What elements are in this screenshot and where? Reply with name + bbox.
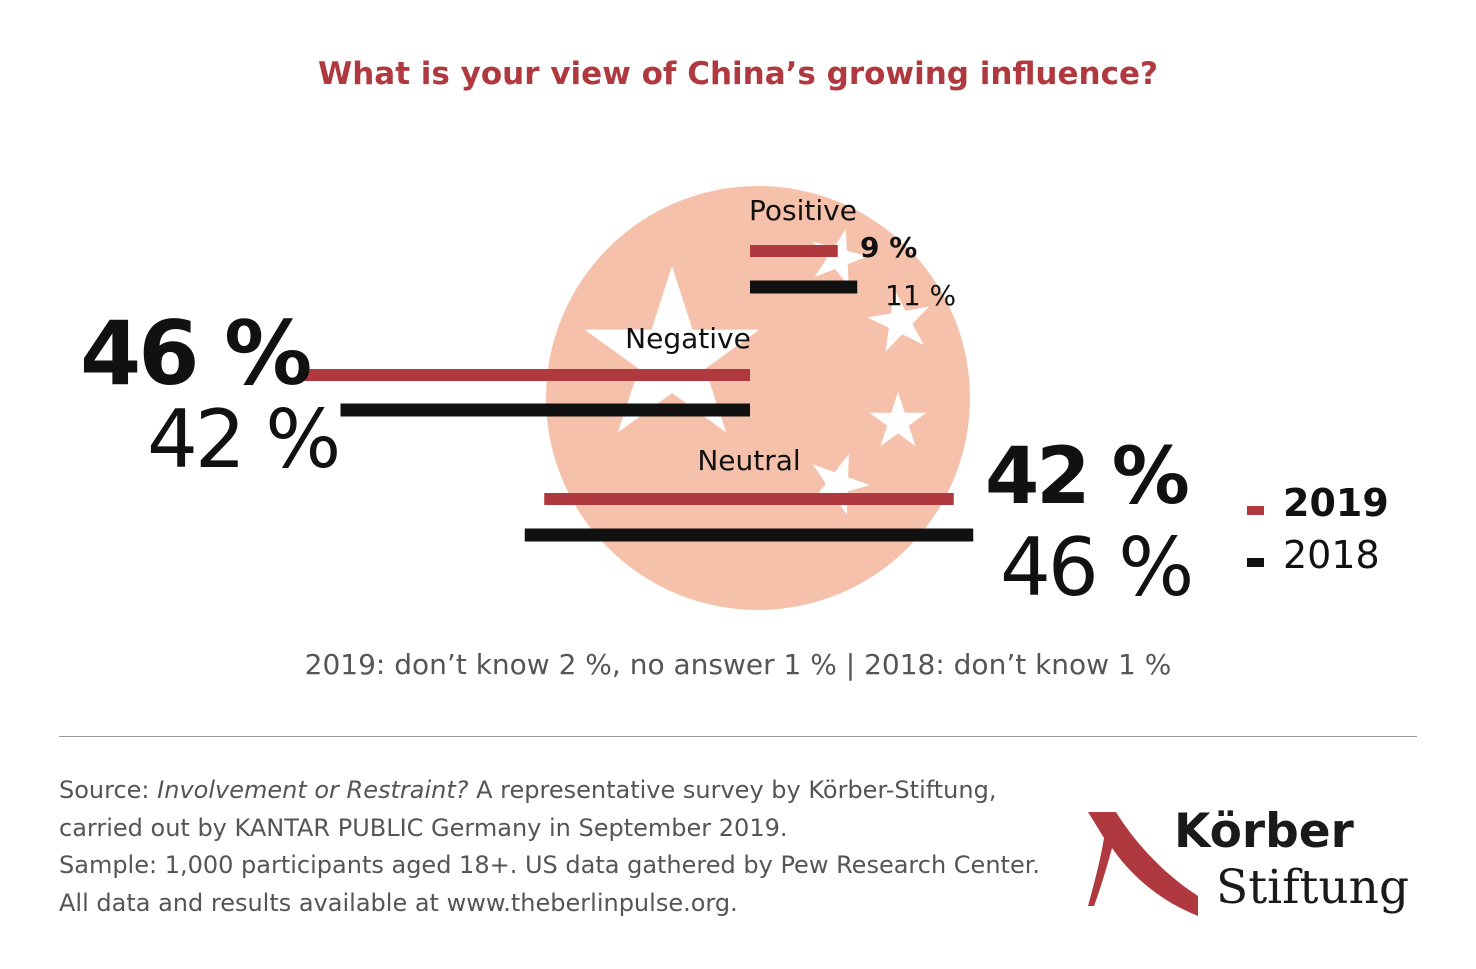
source-line-4: All data and results available at www.th… <box>59 888 738 917</box>
data-label-neutral-2018: 46 % <box>1000 521 1191 614</box>
category-label-negative: Negative <box>625 322 751 355</box>
small-star-icon-3 <box>869 392 927 447</box>
legend-swatch-2019 <box>1247 506 1264 515</box>
source-line-3: Sample: 1,000 participants aged 18+. US … <box>59 851 1040 879</box>
logo-word-koerber: Körber <box>1174 804 1354 859</box>
chart-title: What is your view of China’s growing inf… <box>318 56 1158 92</box>
legend-label-2018: 2018 <box>1283 533 1380 577</box>
dont-know-note: 2019: don’t know 2 %, no answer 1 % | 20… <box>304 648 1172 681</box>
category-label-positive: Positive <box>749 194 857 227</box>
legend-label-2019: 2019 <box>1283 481 1389 525</box>
small-star-icon-4 <box>811 453 870 515</box>
koerber-stiftung-logo: Körber Stiftung <box>1086 804 1426 929</box>
data-label-negative-2019: 46 % <box>80 302 310 405</box>
source-rest: A representative survey by Körber-Stiftu… <box>468 776 997 804</box>
data-label-positive-2019: 9 % <box>860 231 917 264</box>
small-star-icon-1 <box>812 229 868 286</box>
source-line-2: carried out by KANTAR PUBLIC Germany in … <box>59 813 788 842</box>
big-star-icon <box>584 266 760 433</box>
legend: 2019 2018 <box>1247 481 1389 577</box>
logo-word-stiftung: Stiftung <box>1216 860 1410 915</box>
divider <box>59 736 1417 737</box>
source-line-1: Source: Involvement or Restraint? A repr… <box>59 772 1040 810</box>
legend-swatch-2018 <box>1247 558 1264 567</box>
source-lead: Source: <box>59 776 158 804</box>
source-title: Involvement or Restraint? <box>157 776 469 804</box>
data-label-negative-2018: 42 % <box>147 393 338 486</box>
category-label-neutral: Neutral <box>697 444 800 477</box>
source-text: Source: Involvement or Restraint? A repr… <box>59 772 1040 922</box>
koerber-logo-mark-icon <box>1088 812 1198 916</box>
small-star-icon-2 <box>867 289 930 352</box>
data-label-positive-2018: 11 % <box>885 279 956 312</box>
data-label-neutral-2019: 42 % <box>985 432 1188 522</box>
